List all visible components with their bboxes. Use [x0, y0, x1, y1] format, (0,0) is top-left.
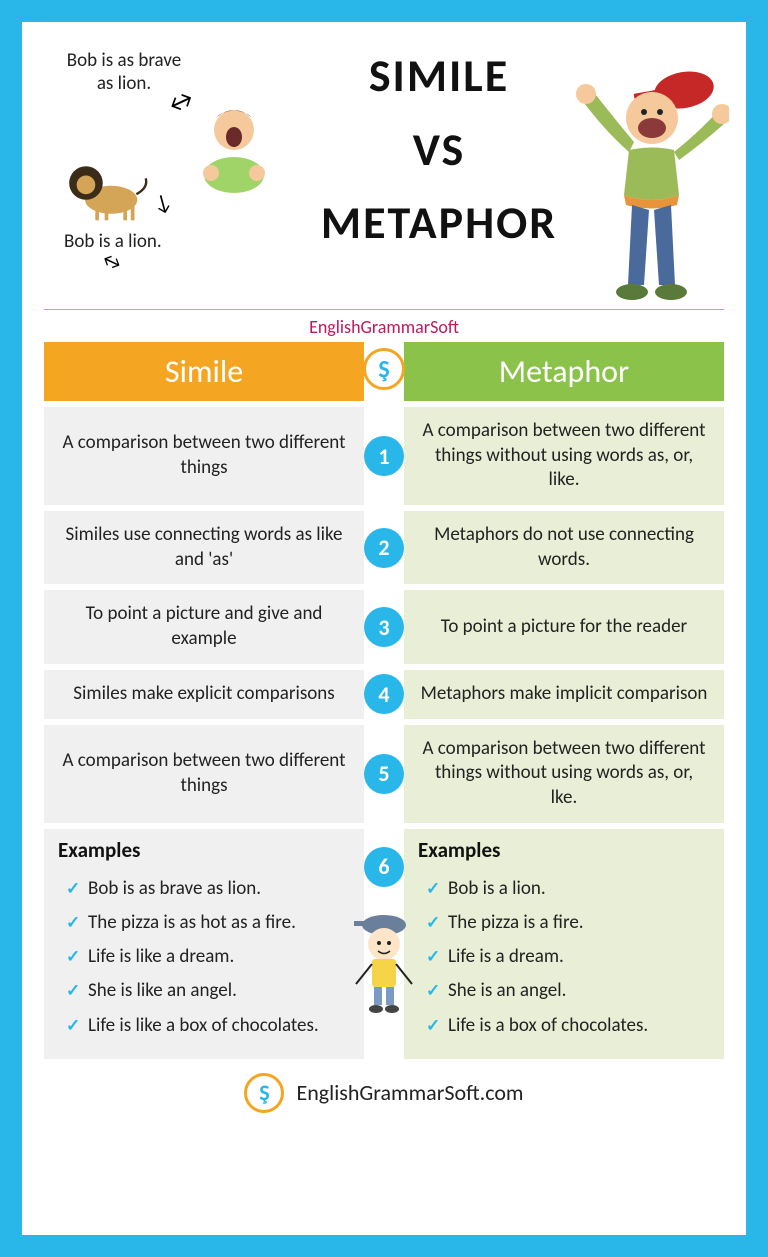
table-row: Similes make explicit comparisons 4 Meta… [44, 670, 724, 719]
header-metaphor: Metaphor [404, 342, 724, 401]
cell-simile: To point a picture and give and example [44, 590, 364, 663]
table-row: Similes use connecting words as like and… [44, 511, 724, 584]
row-number: 6 [364, 847, 404, 887]
brand-label: EnglishGrammarSoft [44, 310, 724, 342]
lion-icon [59, 155, 154, 225]
table-row: A comparison between two different thing… [44, 725, 724, 823]
list-item: ✓Bob is as brave as lion. [66, 872, 350, 906]
list-item: ✓The pizza is as hot as a fire. [66, 906, 350, 940]
comparison-table: Simile Ş Metaphor A comparison between t… [44, 342, 724, 1059]
check-icon: ✓ [426, 976, 440, 1007]
examples-metaphor: Examples ✓Bob is a lion. ✓The pizza is a… [404, 829, 724, 1059]
boy-arms-up-icon [574, 60, 729, 310]
cell-metaphor: Metaphors make implicit comparison [404, 670, 724, 719]
list-item: ✓She is an angel. [426, 974, 710, 1008]
list-item: ✓Life is a dream. [426, 940, 710, 974]
list-item: ✓Life is a box of chocolates. [426, 1009, 710, 1043]
examples-title: Examples [58, 837, 350, 864]
row-number: 1 [364, 436, 404, 476]
list-item: ✓Life is like a dream. [66, 940, 350, 974]
list-item: ✓Life is like a box of chocolates. [66, 1009, 350, 1043]
list-item: ✓Bob is a lion. [426, 872, 710, 906]
check-icon: ✓ [66, 908, 80, 939]
cell-metaphor: A comparison between two different thing… [404, 725, 724, 823]
boy-cheering-icon [189, 95, 279, 195]
check-icon: ✓ [66, 976, 80, 1007]
check-icon: ✓ [426, 874, 440, 905]
page: Bob is as brave as lion. ↔ Bob is a lion… [22, 22, 746, 1235]
logo-icon: Ş [363, 348, 405, 390]
check-icon: ✓ [426, 1011, 440, 1042]
row-number: 2 [364, 528, 404, 568]
footer: Ş EnglishGrammarSoft.com [44, 1065, 724, 1113]
logo-icon: Ş [244, 1073, 284, 1113]
examples-list: ✓Bob is as brave as lion. ✓The pizza is … [58, 872, 350, 1043]
title-line-3: METAPHOR [294, 187, 584, 261]
row-number: 3 [364, 607, 404, 647]
header-section: Bob is as brave as lion. ↔ Bob is a lion… [44, 40, 724, 310]
list-item: ✓She is like an angel. [66, 974, 350, 1008]
footer-brand: EnglishGrammarSoft.com [296, 1079, 523, 1106]
kid-icon [344, 909, 424, 1019]
examples-title: Examples [418, 837, 710, 864]
caption-simile: Bob is as brave as lion. [64, 50, 184, 96]
check-icon: ✓ [426, 908, 440, 939]
table-header-row: Simile Ş Metaphor [44, 342, 724, 401]
row-number: 4 [364, 674, 404, 714]
list-item: ✓The pizza is a fire. [426, 906, 710, 940]
examples-list: ✓Bob is a lion. ✓The pizza is a fire. ✓L… [418, 872, 710, 1043]
row-number: 5 [364, 754, 404, 794]
cell-simile: Similes make explicit comparisons [44, 670, 364, 719]
title-block: SIMILE VS METAPHOR [294, 40, 584, 261]
cell-simile: A comparison between two different thing… [44, 725, 364, 823]
check-icon: ✓ [66, 942, 80, 973]
title-line-2: VS [294, 114, 584, 188]
examples-row: Examples ✓Bob is as brave as lion. ✓The … [44, 829, 724, 1059]
cell-simile: A comparison between two different thing… [44, 407, 364, 505]
check-icon: ✓ [66, 1011, 80, 1042]
check-icon: ✓ [66, 874, 80, 905]
cell-metaphor: Metaphors do not use connecting words. [404, 511, 724, 584]
cell-simile: Similes use connecting words as like and… [44, 511, 364, 584]
table-row: To point a picture and give and example … [44, 590, 724, 663]
table-row: A comparison between two different thing… [44, 407, 724, 505]
cell-metaphor: To point a picture for the reader [404, 590, 724, 663]
examples-simile: Examples ✓Bob is as brave as lion. ✓The … [44, 829, 364, 1059]
header-simile: Simile [44, 342, 364, 401]
title-line-1: SIMILE [294, 40, 584, 114]
check-icon: ✓ [426, 942, 440, 973]
cell-metaphor: A comparison between two different thing… [404, 407, 724, 505]
